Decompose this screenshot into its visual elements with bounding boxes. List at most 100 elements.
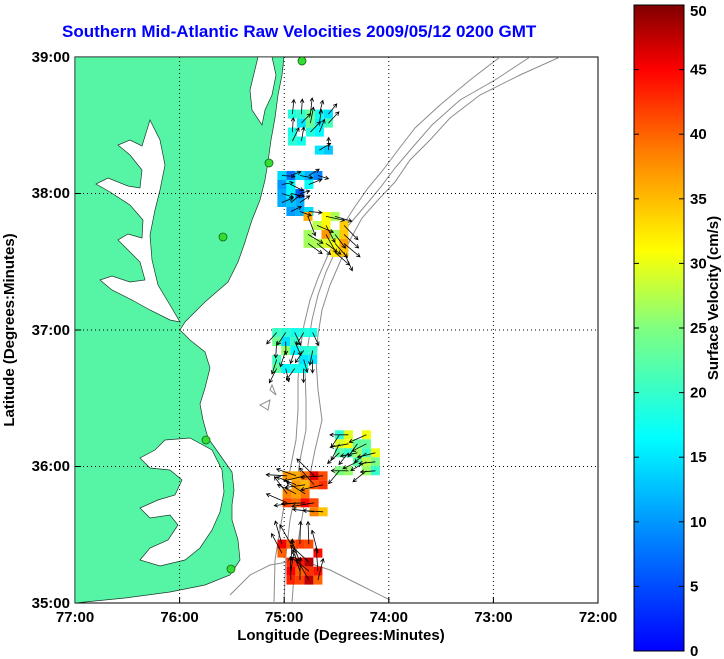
colorbar-tick-label: 25: [690, 320, 707, 337]
velocity-arrow: [279, 350, 287, 368]
y-tick-label: 37:00: [32, 322, 70, 339]
velocity-arrow: [310, 359, 315, 374]
velocity-arrow: [319, 118, 326, 133]
colorbar-tick-label: 50: [690, 3, 707, 20]
velocity-arrow: [328, 470, 340, 485]
bathymetry-contour-3: [273, 57, 501, 603]
velocity-arrow: [292, 127, 300, 142]
velocity-arrow: [268, 368, 278, 384]
velocity-arrow: [299, 195, 311, 203]
velocity-arrow: [294, 350, 305, 364]
velocity-arrow: [358, 460, 376, 466]
velocity-arrow: [310, 121, 322, 133]
colorbar-tick-label: 30: [690, 255, 707, 272]
velocity-arrow: [290, 116, 296, 133]
radar-site-marker: [264, 158, 274, 168]
velocity-arrow: [295, 332, 305, 346]
velocity-arrow: [301, 126, 306, 142]
velocity-arrow: [286, 481, 306, 495]
velocity-arrow: [348, 434, 367, 444]
colorbar-tick-label: 5: [690, 578, 698, 595]
velocity-arrow: [329, 432, 349, 438]
x-tick-label: 75:00: [265, 609, 303, 626]
velocity-arrow: [353, 452, 367, 463]
chesapeake-bay: [95, 119, 181, 323]
velocity-arrow: [298, 467, 315, 486]
x-tick-label: 76:00: [160, 609, 198, 626]
velocity-arrow: [326, 136, 331, 151]
velocity-arrow: [280, 501, 306, 506]
velocity-arrow: [312, 332, 320, 347]
velocity-arrow: [299, 484, 324, 492]
velocity-arrow: [274, 520, 283, 545]
radar-sites: [201, 57, 307, 574]
velocity-arrow: [299, 175, 314, 180]
velocity-arrow: [339, 452, 358, 458]
velocity-arrow: [308, 350, 314, 366]
map-title: Southern Mid-Atlantic Raw Velocities 200…: [62, 22, 537, 41]
velocity-arrow: [325, 243, 342, 255]
velocity-arrow: [270, 359, 278, 375]
velocity-arrow: [307, 216, 317, 237]
velocity-arrow: [299, 189, 311, 194]
velocity-arrow: [307, 243, 323, 255]
velocity-arrow: [298, 556, 303, 581]
velocity-arrow: [266, 332, 278, 345]
velocity-arrow: [296, 458, 315, 477]
y-tick-label: 35:00: [32, 595, 70, 612]
y-tick-label: 39:00: [32, 49, 70, 66]
colorbar: [633, 4, 685, 652]
velocity-arrow: [290, 539, 301, 563]
radar-site-marker: [297, 57, 307, 66]
radar-site-marker: [226, 564, 236, 574]
velocity-arrow: [279, 524, 292, 545]
velocity-arrow: [317, 557, 325, 581]
velocity-arrow: [291, 98, 296, 115]
velocity-arrow: [291, 502, 315, 509]
velocity-arrow: [316, 225, 335, 234]
velocity-arrow: [290, 193, 306, 198]
velocity-arrow: [318, 108, 324, 124]
velocity-arrow: [275, 476, 297, 486]
velocity-arrow: [283, 341, 289, 356]
velocity-arrow: [285, 368, 296, 381]
velocity-arrow: [275, 467, 297, 477]
velocity-arrow: [305, 520, 311, 545]
colorbar-tick-label: 10: [690, 514, 707, 531]
colorbar-label: Surface Velocity (cm/s): [705, 216, 722, 380]
velocity-arrow: [343, 252, 353, 272]
velocity-arrow: [295, 557, 310, 581]
colorbar-tick-label: 45: [690, 62, 707, 79]
velocity-arrow: [290, 205, 303, 212]
velocity-arrow: [299, 211, 312, 217]
velocity-arrow: [309, 97, 315, 115]
velocity-arrow: [265, 472, 288, 478]
velocity-arrow: [276, 484, 297, 495]
velocity-arrow: [310, 106, 316, 124]
velocity-arrow: [290, 170, 302, 176]
velocity-arrow: [316, 243, 332, 256]
velocity-arrow: [330, 468, 349, 473]
velocity-arrow: [351, 443, 367, 452]
velocity-arrow: [314, 546, 319, 572]
colorbar-tick-label: 35: [690, 191, 707, 208]
velocity-arrow: [289, 350, 296, 365]
velocity-arrow: [273, 341, 279, 359]
velocity-arrow: [317, 175, 330, 180]
velocity-arrow: [328, 103, 338, 115]
radar-site-marker: [201, 435, 211, 445]
pamlico-sound: [139, 437, 225, 567]
velocity-arrow: [301, 368, 306, 384]
velocity-arrow: [273, 476, 288, 495]
velocity-arrow: [281, 197, 294, 203]
x-tick-label: 74:00: [370, 609, 408, 626]
x-tick-label: 77:00: [56, 609, 94, 626]
velocity-arrow: [343, 234, 360, 249]
velocity-arrow: [302, 508, 324, 513]
x-tick-label: 72:00: [579, 609, 617, 626]
velocity-arrow: [356, 452, 376, 459]
colorbar-tick-label: 0: [690, 643, 698, 659]
velocity-arrow: [307, 234, 324, 244]
velocity-arrow: [328, 111, 340, 124]
velocity-arrow: [326, 452, 340, 464]
